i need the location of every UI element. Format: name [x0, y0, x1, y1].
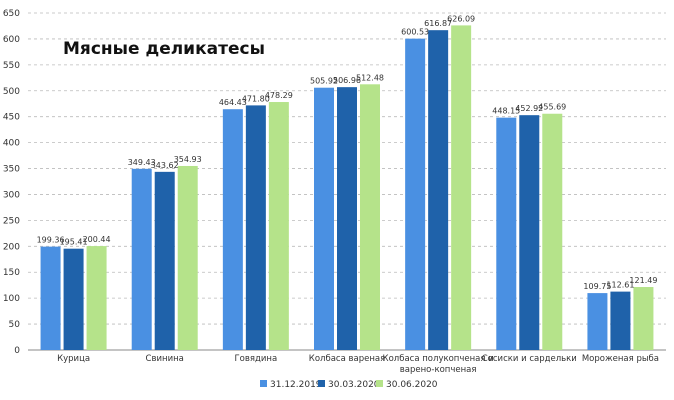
y-tick-label: 50	[9, 320, 21, 330]
y-tick-label: 450	[3, 113, 20, 123]
data-label: 600.53	[401, 28, 429, 37]
y-tick-label: 650	[3, 9, 20, 19]
legend-label: 31.12.2019	[270, 380, 322, 390]
bar	[587, 293, 608, 350]
bar	[154, 171, 175, 350]
category-label: Мороженая рыба	[582, 354, 659, 364]
data-label: 616.87	[424, 19, 452, 28]
category-label: Колбаса вареная	[309, 354, 385, 364]
category-label: варено-копченая	[400, 365, 477, 375]
legend: 31.12.2019 30.03.2020 30.06.2020	[260, 380, 438, 390]
x-axis-categories: Курица Свинина Говядина Колбаса варенаяКолб…	[57, 354, 659, 375]
bar	[131, 168, 152, 350]
data-label: 195.41	[60, 238, 88, 247]
y-tick-label: 300	[3, 190, 20, 200]
bar	[542, 113, 563, 350]
bar	[360, 84, 380, 350]
data-label: 471.80	[242, 94, 270, 103]
data-label: 506.96	[333, 76, 361, 85]
bar	[177, 165, 198, 350]
bar	[405, 38, 426, 351]
data-label: 505.92	[310, 77, 338, 86]
data-label: 448.15	[492, 107, 520, 116]
legend-swatch	[318, 380, 325, 387]
category-label: Колбаса полукопченая и	[383, 354, 494, 364]
bar	[451, 25, 472, 350]
y-tick-label: 150	[3, 268, 20, 278]
y-tick-label: 550	[3, 61, 20, 71]
bar	[63, 248, 84, 350]
legend-label: 30.06.2020	[386, 380, 438, 390]
data-label: 464.43	[219, 98, 247, 107]
y-tick-label: 400	[3, 139, 20, 149]
category-label: Говядина	[235, 354, 278, 364]
y-tick-label: 100	[3, 294, 20, 304]
data-label: 455.69	[538, 103, 566, 112]
bar	[633, 287, 654, 350]
bar	[496, 117, 517, 350]
data-label: 200.44	[83, 235, 111, 244]
data-label: 199.36	[37, 236, 65, 245]
bar	[428, 30, 449, 350]
chart-title: Мясные деликатесы	[63, 39, 265, 59]
data-label: 478.29	[265, 91, 293, 100]
data-label: 112.61	[606, 281, 634, 290]
y-tick-label: 350	[3, 165, 20, 175]
bar	[519, 115, 540, 350]
y-tick-label: 500	[3, 87, 20, 97]
y-tick-label: 0	[14, 346, 20, 356]
bar	[245, 105, 266, 350]
bar	[222, 109, 243, 350]
category-label: Сосиски и сардельки	[482, 354, 577, 364]
y-axis-ticks: 0 50 100 150 200 250 300 350 400 450 500 550 600 650	[3, 9, 20, 356]
bar	[40, 246, 61, 350]
bars	[40, 25, 654, 351]
data-label: 109.75	[583, 282, 611, 291]
category-label: Курица	[57, 354, 90, 364]
data-label: 121.49	[629, 276, 657, 285]
data-label: 626.09	[447, 14, 475, 23]
y-tick-label: 600	[3, 35, 20, 45]
bar	[86, 246, 107, 350]
data-label: 354.93	[174, 155, 202, 164]
legend-swatch	[376, 380, 383, 387]
bar	[314, 87, 334, 350]
bar	[268, 102, 289, 351]
y-tick-label: 200	[3, 242, 20, 252]
data-label: 343.62	[151, 161, 179, 170]
bar	[610, 291, 631, 350]
bar	[337, 87, 357, 350]
data-label: 349.43	[128, 158, 156, 167]
y-tick-label: 250	[3, 216, 20, 226]
category-label: Свинина	[146, 354, 184, 364]
legend-swatch	[260, 380, 267, 387]
data-label: 512.48	[356, 73, 384, 82]
legend-label: 30.03.2020	[328, 380, 380, 390]
data-label: 452.92	[515, 104, 543, 113]
